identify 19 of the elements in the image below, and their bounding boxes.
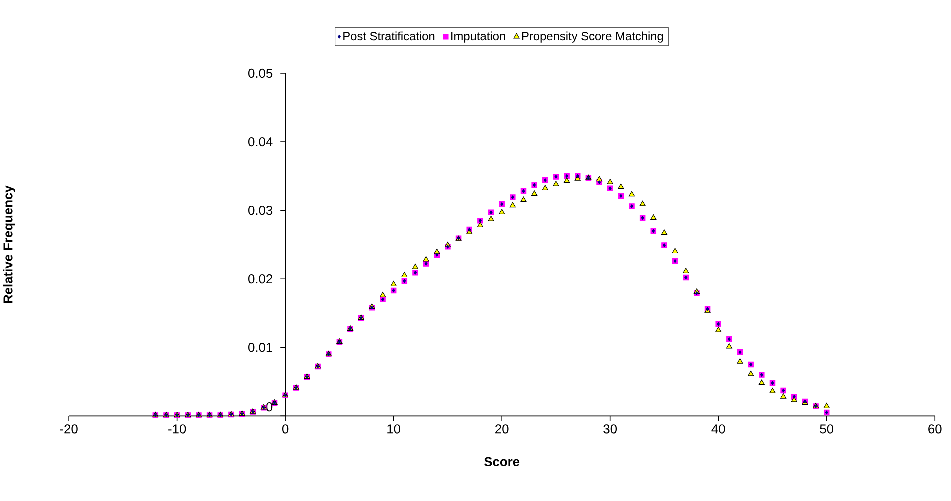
x-tick-label: -20 xyxy=(60,424,78,434)
x-axis-title: Score xyxy=(484,458,520,467)
x-tick-label: -10 xyxy=(168,424,186,434)
y-tick-label: 0.03 xyxy=(248,206,273,216)
legend-label: Imputation xyxy=(452,32,506,44)
x-tick-label: 20 xyxy=(496,424,509,434)
legend-label: Propensity Score Matching xyxy=(522,32,664,44)
x-tick-label: 50 xyxy=(820,424,834,434)
x-tick-label: 0 xyxy=(282,424,289,434)
y-tick-label: 0.04 xyxy=(248,138,273,147)
y-axis-title: Relative Frequency xyxy=(3,186,16,304)
y-tick-label: 0.02 xyxy=(248,274,272,284)
x-tick-label: 40 xyxy=(712,424,726,434)
x-tick-label: 30 xyxy=(604,424,618,434)
y-tick-label: 0.05 xyxy=(248,69,273,78)
legend-label: Post Stratification xyxy=(344,32,435,41)
y-tick-label: 0.01 xyxy=(248,343,273,352)
x-tick-label: 10 xyxy=(388,424,401,434)
x-tick-label: 60 xyxy=(928,424,942,434)
